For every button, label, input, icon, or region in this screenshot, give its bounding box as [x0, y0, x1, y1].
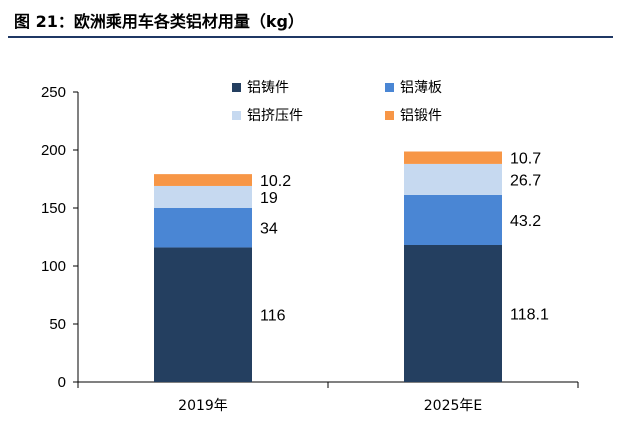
bar-segment [154, 247, 252, 382]
legend-swatch [232, 111, 241, 120]
y-tick-label: 50 [49, 316, 66, 333]
legend-label: 铝薄板 [400, 80, 442, 96]
legend-swatch [385, 83, 394, 92]
y-tick-label: 250 [41, 84, 66, 101]
x-tick-label: 2019年 [178, 398, 228, 414]
data-label: 118.1 [510, 307, 549, 324]
chart-title: 图 21：欧洲乘用车各类铝材用量（kg） [8, 6, 613, 38]
data-label: 116 [260, 308, 286, 325]
y-tick-label: 200 [41, 142, 66, 159]
y-tick-label: 100 [41, 258, 66, 275]
data-label: 10.7 [510, 151, 541, 168]
data-label: 10.2 [260, 173, 291, 190]
bar-segment [404, 245, 502, 382]
legend-swatch [385, 111, 394, 120]
legend-label: 铝铸件 [247, 80, 289, 96]
legend-label: 铝锻件 [400, 108, 442, 124]
bar-segment [154, 185, 252, 208]
y-tick-label: 0 [58, 374, 66, 391]
data-label: 19 [260, 190, 278, 207]
y-tick-label: 150 [41, 200, 66, 217]
data-label: 34 [260, 221, 278, 238]
legend-swatch [232, 83, 241, 92]
bar-segment [154, 208, 252, 248]
bar-segment [154, 174, 252, 186]
bar-segment [404, 163, 502, 195]
data-label: 26.7 [510, 172, 541, 189]
data-label: 43.2 [510, 213, 541, 230]
x-tick-label: 2025年E [424, 398, 482, 414]
bar-segment [404, 151, 502, 164]
legend-label: 铝挤压件 [247, 108, 303, 124]
bar-segment [404, 194, 502, 246]
